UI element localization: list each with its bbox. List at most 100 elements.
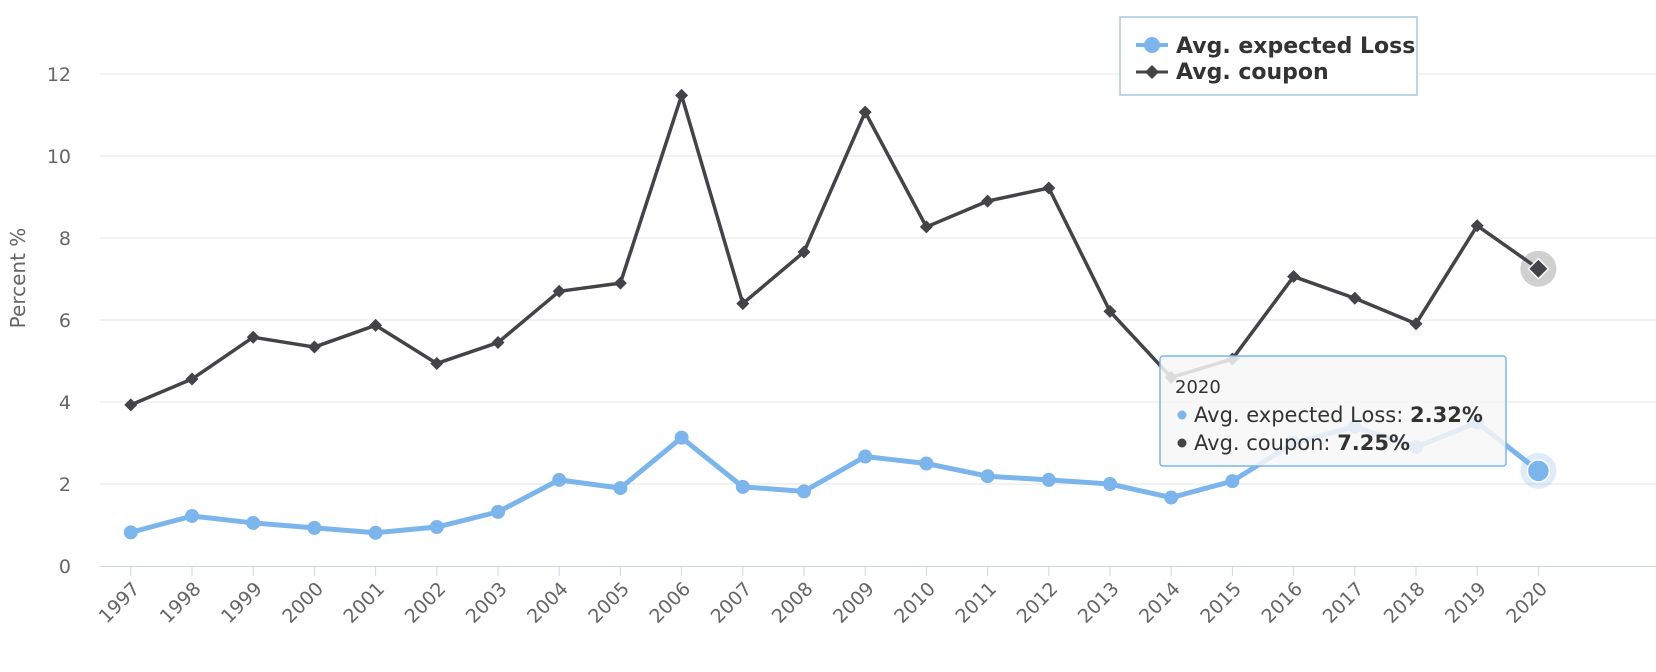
x-tick-label: 2012 — [1013, 578, 1063, 628]
x-tick-label: 1998 — [156, 578, 206, 628]
tooltip-label: Avg. coupon: — [1194, 431, 1337, 455]
data-point[interactable] — [491, 504, 505, 519]
data-point[interactable] — [123, 525, 138, 540]
tooltip-box — [1159, 355, 1507, 467]
data-point[interactable] — [552, 472, 567, 487]
legend-diamond-marker-icon — [1145, 65, 1159, 79]
data-point[interactable] — [858, 105, 872, 119]
data-point[interactable] — [1348, 291, 1362, 305]
data-point[interactable] — [1041, 472, 1056, 487]
data-point[interactable] — [429, 520, 444, 535]
legend-item-expected-loss[interactable]: Avg. expected Loss — [1136, 34, 1415, 59]
y-tick-label: 10 — [47, 146, 71, 168]
tooltip-bullet-icon — [1177, 438, 1187, 448]
x-tick-label: 2000 — [278, 578, 328, 628]
data-point[interactable] — [919, 456, 934, 471]
y-tick-label: 2 — [59, 474, 71, 496]
legend-item-coupon[interactable]: Avg. coupon — [1136, 60, 1329, 85]
y-tick-label: 0 — [59, 556, 71, 578]
y-tick-label: 12 — [47, 64, 71, 86]
tooltip-header: 2020 — [1175, 377, 1221, 398]
data-point[interactable] — [1103, 304, 1117, 318]
x-tick-label: 2007 — [707, 578, 757, 628]
data-point[interactable] — [980, 469, 995, 484]
data-point[interactable] — [613, 276, 627, 290]
data-point[interactable] — [1287, 270, 1301, 284]
x-tick-label: 2008 — [768, 578, 818, 628]
data-point[interactable] — [1225, 474, 1240, 489]
data-point[interactable] — [307, 520, 322, 535]
data-point[interactable] — [369, 318, 383, 332]
svg-text:Avg. coupon: 7.25%: Avg. coupon: 7.25% — [1194, 431, 1410, 455]
y-tick-label: 14 — [47, 0, 71, 4]
x-tick-label: 2016 — [1257, 578, 1307, 628]
x-tick-label: 2014 — [1135, 578, 1185, 628]
x-tick-label: 1999 — [217, 578, 267, 628]
tooltip-label: Avg. expected Loss: — [1194, 403, 1410, 427]
y-axis-title: Percent % — [6, 228, 30, 329]
legend: Avg. expected Loss Avg. coupon — [1119, 16, 1418, 96]
data-point[interactable] — [1164, 490, 1179, 505]
data-point[interactable] — [919, 220, 933, 234]
data-point[interactable] — [246, 515, 261, 530]
x-tick-label: 2019 — [1441, 578, 1491, 628]
x-tick-label: 2011 — [951, 578, 1001, 628]
x-tick-label: 2020 — [1502, 578, 1552, 628]
data-point[interactable] — [613, 481, 628, 496]
legend-label-expected-loss: Avg. expected Loss — [1176, 34, 1415, 59]
x-tick-label: 2005 — [584, 578, 634, 628]
data-point[interactable] — [675, 88, 689, 102]
data-point[interactable] — [185, 372, 199, 386]
data-point[interactable] — [1470, 219, 1484, 233]
x-tick-label: 2015 — [1196, 578, 1246, 628]
data-point[interactable] — [1409, 317, 1423, 331]
data-point[interactable] — [858, 449, 873, 464]
x-tick-label: 2009 — [829, 578, 879, 628]
x-tick-label: 2006 — [645, 578, 695, 628]
data-point[interactable] — [307, 340, 321, 354]
x-tick-label: 2002 — [401, 578, 451, 628]
data-point[interactable] — [185, 508, 199, 523]
data-point[interactable] — [981, 194, 995, 208]
tooltip: 2020 Avg. expected Loss: 2.32% Avg. coup… — [1159, 355, 1507, 467]
series-line — [129, 93, 1541, 407]
svg-text:Avg. expected Loss: 2.32%: Avg. expected Loss: 2.32% — [1194, 403, 1483, 427]
data-point[interactable] — [797, 245, 811, 259]
data-point[interactable] — [736, 297, 750, 311]
data-point[interactable] — [368, 525, 383, 540]
x-tick-label: 2010 — [890, 578, 940, 628]
x-tick-label: 1997 — [95, 578, 145, 628]
x-tick-label: 2004 — [523, 578, 573, 628]
tooltip-value: 2.32% — [1410, 403, 1483, 427]
data-point[interactable] — [1103, 477, 1117, 491]
tooltip-row-expected-loss: Avg. expected Loss: 2.32% — [1177, 403, 1483, 427]
data-point[interactable] — [797, 484, 811, 499]
data-point[interactable] — [1042, 181, 1056, 195]
y-tick-label: 6 — [59, 310, 71, 332]
data-point[interactable] — [552, 284, 566, 298]
grid-lines — [100, 73, 1656, 485]
data-point[interactable] — [674, 430, 689, 445]
x-tick-label: 2003 — [462, 578, 512, 628]
data-point[interactable] — [1526, 459, 1551, 483]
tooltip-bullet-icon — [1177, 410, 1187, 420]
x-axis: 1997 1998 1999 2000 2001 2002 2003 2004 2005 2006… — [95, 566, 1656, 628]
tooltip-row-coupon: Avg. coupon: 7.25% — [1177, 431, 1410, 455]
x-tick-label: 2017 — [1319, 578, 1369, 628]
legend-label-coupon: Avg. coupon — [1176, 60, 1329, 85]
x-tick-label: 2018 — [1380, 578, 1430, 628]
tooltip-value: 7.25% — [1337, 431, 1410, 455]
data-point[interactable] — [124, 398, 138, 412]
legend-circle-marker-icon — [1144, 37, 1160, 53]
data-point[interactable] — [246, 330, 260, 344]
y-axis: 0 2 4 6 8 10 12 14 — [47, 0, 71, 578]
data-point[interactable] — [491, 336, 505, 350]
y-tick-label: 8 — [59, 228, 71, 250]
y-tick-label: 4 — [59, 392, 71, 414]
data-point[interactable] — [430, 356, 444, 370]
data-point[interactable] — [1527, 257, 1550, 280]
x-tick-label: 2001 — [339, 578, 389, 628]
data-point[interactable] — [735, 479, 750, 494]
x-tick-label: 2013 — [1074, 578, 1124, 628]
